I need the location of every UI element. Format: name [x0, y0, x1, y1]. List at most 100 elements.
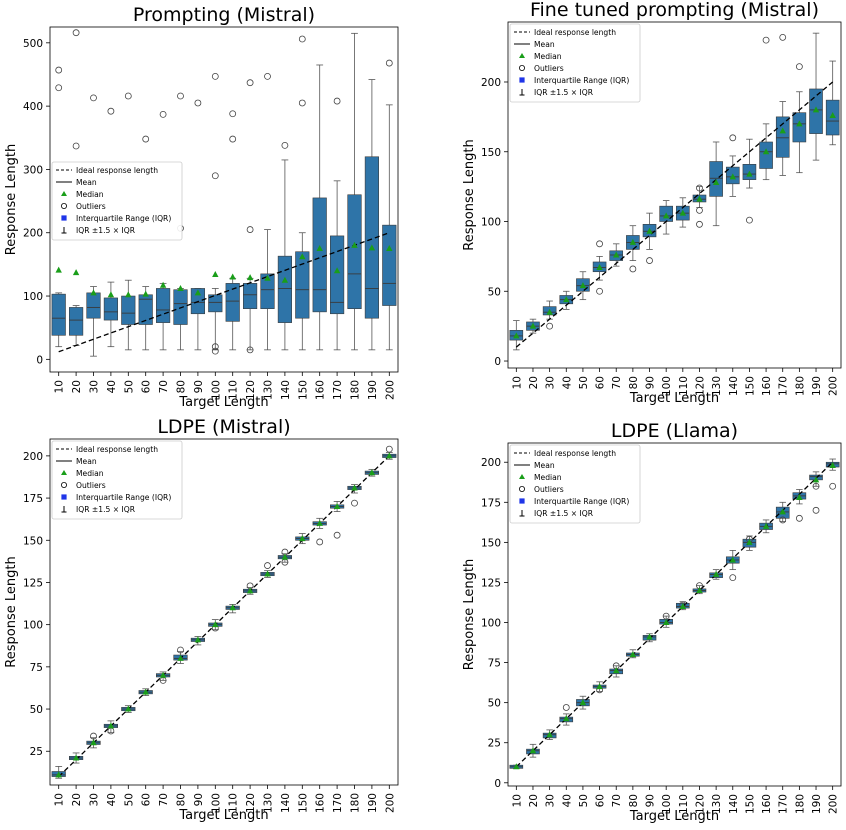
- median-marker: [299, 535, 306, 542]
- iqr-box: [347, 194, 362, 309]
- median-marker: [316, 519, 323, 526]
- legend-triangle-swatch: [519, 474, 525, 479]
- y-tick-label: 75: [488, 658, 501, 670]
- outlier-point: [90, 732, 97, 740]
- x-tick-label: 70: [611, 794, 623, 807]
- x-tick-label: 150: [744, 376, 756, 396]
- median-marker: [629, 238, 637, 245]
- x-tick-label: 90: [645, 794, 657, 807]
- x-tick-label: 60: [141, 380, 153, 393]
- x-tick-label: 130: [263, 793, 275, 813]
- x-tick-label: 200: [384, 380, 396, 400]
- outlier-point: [264, 72, 271, 80]
- median-marker: [779, 127, 786, 134]
- outlier-point: [812, 482, 820, 490]
- outlier-point: [729, 134, 737, 142]
- x-tick-label: 100: [210, 380, 222, 400]
- legend-label: Median: [76, 190, 104, 199]
- median-marker: [368, 244, 376, 251]
- median-marker: [386, 245, 393, 252]
- median-marker: [629, 651, 637, 658]
- x-tick-label: 60: [141, 793, 153, 806]
- legend-label: Mean: [76, 178, 97, 187]
- ideal-response-line: [58, 232, 390, 353]
- iqr-box: [208, 294, 223, 313]
- median-marker: [55, 771, 62, 778]
- outlier-point: [72, 29, 80, 37]
- x-tick-label: 130: [711, 376, 723, 396]
- outlier-point: [385, 445, 393, 453]
- x-tick-label: 90: [645, 376, 657, 389]
- median-marker: [246, 587, 254, 594]
- outlier-point: [546, 322, 554, 330]
- median-marker: [546, 731, 553, 738]
- iqr-box: [775, 116, 790, 158]
- x-tick-label: 150: [297, 380, 309, 400]
- chart-panel-ldpe-llama: LDPE (Llama) 0 25 50 75 100 125 150 175 200 10 20 30…: [423, 413, 846, 826]
- median-marker: [316, 245, 323, 252]
- median-marker: [177, 284, 184, 291]
- x-tick-label: 150: [297, 793, 309, 813]
- x-tick-label: 10: [511, 794, 523, 807]
- legend-square-swatch: [519, 77, 525, 83]
- outlier-point: [795, 514, 803, 522]
- x-tick-label: 30: [545, 794, 557, 807]
- x-axis-label: Target Length: [629, 391, 719, 406]
- x-tick-label: 200: [828, 794, 840, 814]
- outlier-point: [646, 257, 653, 264]
- y-tick-label: 100: [23, 620, 43, 632]
- median-marker: [646, 227, 653, 234]
- x-tick-label: 180: [794, 376, 806, 396]
- outlier-point: [629, 265, 637, 273]
- x-tick-label: 70: [158, 380, 170, 393]
- median-marker: [212, 271, 219, 278]
- x-tick-label: 80: [176, 793, 188, 806]
- median-marker: [563, 715, 570, 722]
- median-marker: [712, 178, 720, 185]
- outlier-point: [264, 562, 271, 569]
- median-marker: [746, 170, 753, 177]
- outlier-point: [124, 92, 132, 100]
- median-marker: [177, 654, 184, 661]
- ideal-response-line: [58, 455, 390, 778]
- x-tick-label: 100: [661, 794, 673, 814]
- median-marker: [679, 209, 687, 216]
- x-tick-label: 190: [367, 380, 379, 400]
- x-tick-label: 20: [528, 794, 540, 807]
- median-marker: [333, 503, 341, 510]
- median-marker: [646, 633, 653, 640]
- median-marker: [281, 553, 289, 560]
- median-marker: [281, 276, 289, 283]
- legend: Ideal response length Mean Median Outliers I…: [509, 444, 641, 524]
- y-tick-label: 150: [23, 535, 43, 547]
- y-tick-label: 0: [36, 354, 43, 366]
- median-marker: [368, 469, 376, 476]
- x-axis-label: Target Length: [178, 395, 268, 410]
- legend-label: Outliers: [534, 485, 564, 494]
- x-tick-label: 10: [54, 380, 66, 393]
- outlier-point: [562, 704, 570, 711]
- x-tick-label: 70: [158, 793, 170, 806]
- median-marker: [90, 289, 97, 296]
- x-tick-label: 190: [811, 794, 823, 814]
- median-marker: [662, 212, 670, 219]
- median-marker: [229, 604, 236, 611]
- x-tick-label: 40: [561, 794, 573, 807]
- median-marker: [796, 493, 803, 500]
- y-tick-label: 300: [23, 164, 43, 176]
- median-marker: [107, 722, 115, 729]
- outlier-point: [107, 107, 115, 115]
- legend-triangle-swatch: [519, 53, 525, 58]
- median-marker: [546, 308, 553, 315]
- x-tick-label: 190: [811, 376, 823, 396]
- median-marker: [194, 289, 202, 296]
- iqr-box: [330, 235, 345, 315]
- iqr-box: [382, 224, 397, 306]
- x-tick-label: 170: [778, 794, 790, 814]
- legend-label: Median: [76, 469, 104, 478]
- outlier-point: [229, 135, 237, 143]
- legend-label: Ideal response length: [76, 166, 158, 175]
- y-tick-label: 200: [23, 451, 43, 463]
- outlier-point: [779, 516, 787, 524]
- x-tick-label: 150: [744, 794, 756, 814]
